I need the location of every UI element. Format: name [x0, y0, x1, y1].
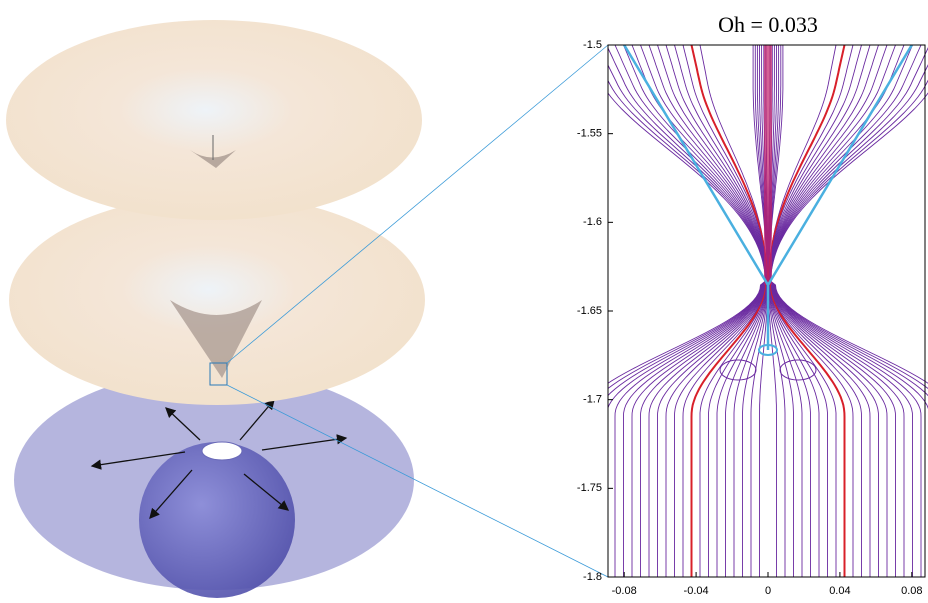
illustration — [6, 20, 608, 598]
x-tick-label: -0.08 — [612, 585, 637, 597]
sheet-lower — [9, 195, 425, 405]
streamline — [590, 45, 766, 577]
chart-title: Oh = 0.033 — [718, 12, 818, 37]
x-tick-label: -0.04 — [684, 585, 709, 597]
x-tick-label: 0.08 — [901, 585, 922, 597]
y-tick-label: -1.6 — [583, 216, 602, 228]
vortex — [780, 360, 816, 380]
figure: -1.8 -1.75 -1.7 -1.65 -1.6 -1.55 -1.5 -0.08 -0.0… — [0, 0, 928, 603]
y-tick-label: -1.8 — [583, 571, 602, 583]
hole — [202, 442, 242, 460]
jet-core — [764, 45, 772, 285]
plot: -1.8 -1.75 -1.7 -1.65 -1.6 -1.55 -1.5 -0.08 -0.0… — [577, 39, 928, 597]
x-tick-label: 0.04 — [829, 585, 850, 597]
y-tick-label: -1.7 — [583, 394, 602, 406]
streamlines — [581, 45, 928, 577]
x-tick-label: 0 — [765, 585, 771, 597]
y-tick-label: -1.55 — [577, 128, 602, 140]
y-tick-label: -1.75 — [577, 482, 602, 494]
bubble — [139, 442, 295, 598]
y-tick-label: -1.5 — [583, 39, 602, 51]
vortex — [720, 360, 756, 380]
sheet-upper — [6, 20, 422, 220]
y-tick-label: -1.65 — [577, 305, 602, 317]
